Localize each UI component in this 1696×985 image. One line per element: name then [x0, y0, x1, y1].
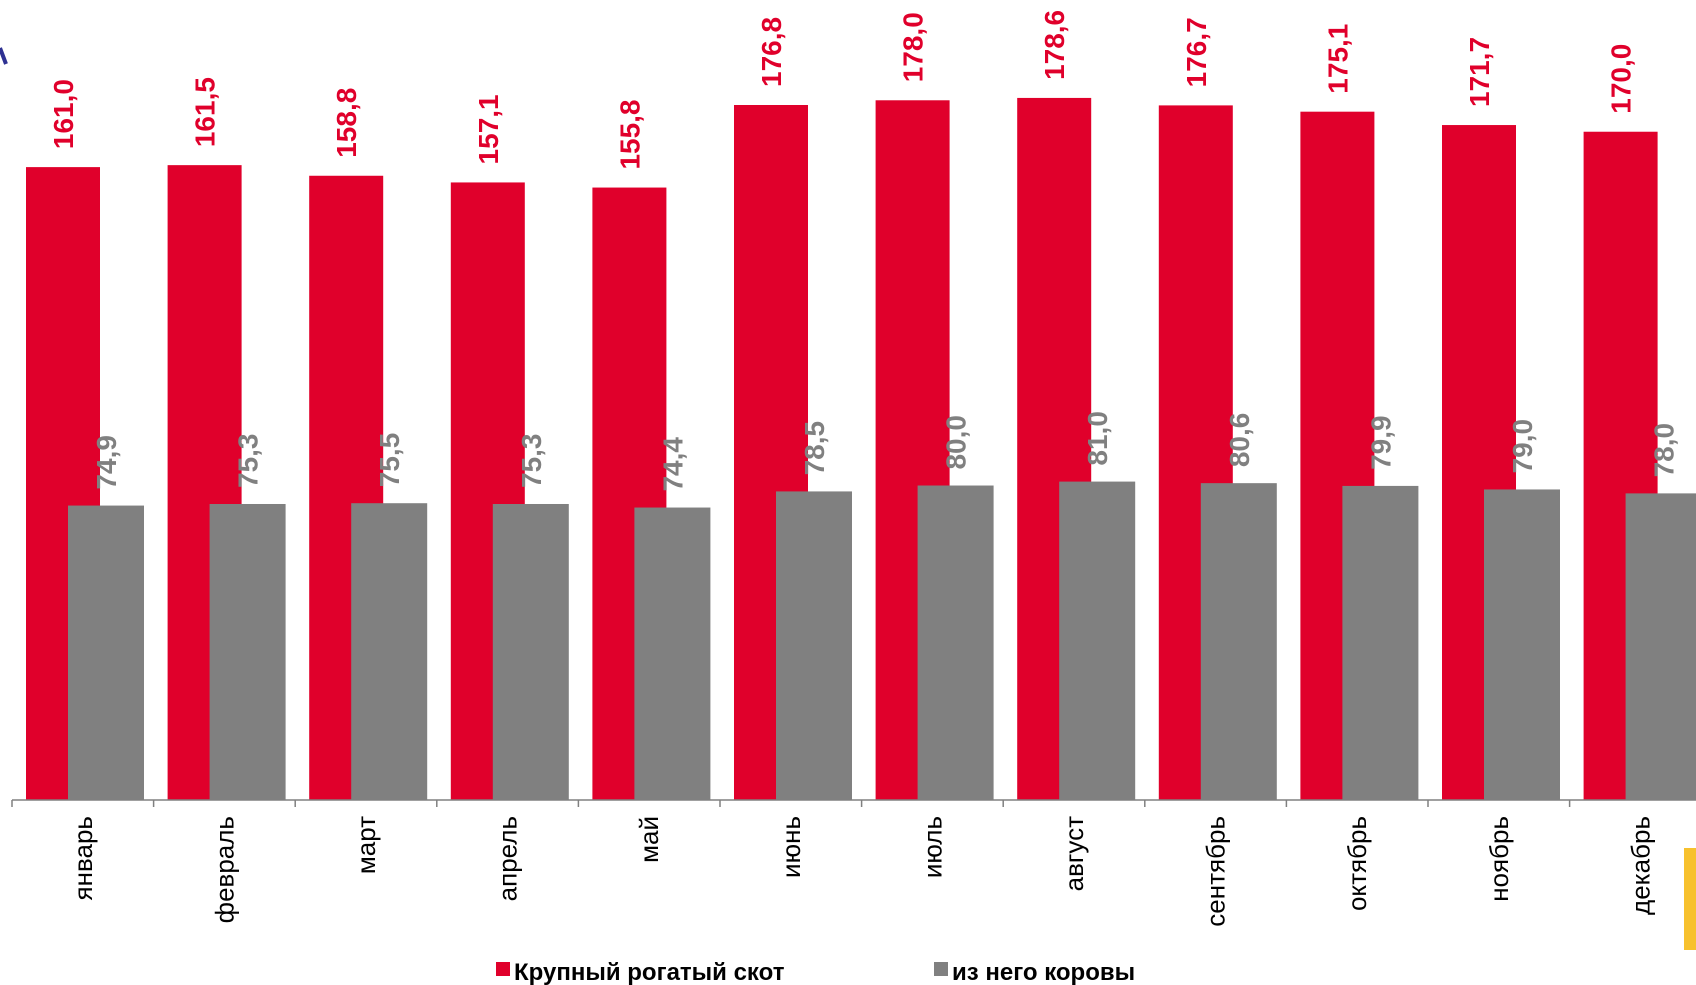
data-labels-layer: 161,0 74,9 161,5 75,3 158,8 75,5 157,1 75,3 155,… — [48, 10, 1680, 492]
data-label-cattle: 161,5 — [190, 77, 221, 147]
data-label-cows: 79,0 — [1507, 419, 1538, 474]
x-tick-label: ноябрь — [1484, 816, 1514, 902]
bar-cows — [68, 505, 144, 800]
data-label-cattle: 155,8 — [614, 99, 645, 169]
data-label-cattle: 170,0 — [1606, 44, 1637, 114]
x-tick-label: февраль — [209, 816, 239, 923]
x-axis: январь февраль март апрель май июнь июль август… — [11, 799, 1696, 927]
bar-cows — [1625, 493, 1696, 800]
x-tick-label: январь — [68, 816, 98, 900]
data-label-cows: 74,9 — [91, 435, 122, 490]
data-label-cows: 75,3 — [516, 433, 547, 488]
data-label-cows: 81,0 — [1082, 411, 1113, 466]
x-tick-label: декабрь — [1625, 816, 1655, 915]
x-tick-label: октябрь — [1342, 816, 1372, 911]
data-label-cattle: 157,1 — [473, 94, 504, 164]
bar-cows — [1200, 483, 1277, 800]
bar-cows — [351, 503, 428, 800]
corner-mark-icon — [0, 47, 8, 65]
data-label-cattle: 158,8 — [331, 88, 362, 158]
x-tick-label: апрель — [493, 816, 523, 901]
x-tick-label: август — [1059, 816, 1089, 891]
data-label-cows: 75,3 — [233, 433, 264, 488]
x-tick-label: июль — [917, 816, 947, 878]
data-label-cattle: 178,0 — [898, 12, 929, 82]
legend-swatch-cows — [934, 962, 948, 976]
legend-swatch-cattle — [496, 962, 510, 976]
x-tick-label: март — [351, 816, 381, 874]
yellow-edge-block — [1684, 848, 1696, 950]
data-label-cows: 79,9 — [1365, 415, 1396, 470]
bars-layer — [26, 97, 1696, 801]
bar-cows — [776, 491, 852, 800]
data-label-cattle: 161,0 — [48, 79, 79, 149]
data-label-cows: 80,0 — [941, 415, 972, 470]
data-label-cows: 75,5 — [374, 433, 405, 488]
data-label-cows: 78,5 — [799, 421, 830, 476]
data-label-cows: 74,4 — [657, 437, 688, 492]
data-label-cattle: 176,7 — [1181, 17, 1212, 87]
bar-cows — [1342, 485, 1419, 800]
data-label-cattle: 178,6 — [1039, 10, 1070, 80]
bar-cows — [492, 503, 569, 800]
data-label-cattle: 176,8 — [756, 17, 787, 87]
legend: Крупный рогатый скот из него коровы — [496, 959, 1135, 985]
decorations — [0, 47, 1696, 950]
bar-cows — [209, 503, 286, 800]
legend-label-cows: из него коровы — [952, 959, 1135, 985]
bar-cows — [634, 507, 711, 800]
bar-cows — [917, 485, 994, 800]
data-label-cattle: 175,1 — [1322, 24, 1353, 94]
bar-cows — [1059, 481, 1136, 800]
data-label-cattle: 171,7 — [1464, 37, 1495, 107]
legend-label-cattle: Крупный рогатый скот — [514, 959, 785, 985]
x-tick-label: сентябрь — [1201, 816, 1231, 927]
bar-cows — [1484, 489, 1560, 800]
x-tick-label: июнь — [776, 816, 806, 878]
data-label-cows: 80,6 — [1224, 413, 1255, 468]
x-tick-label: май — [634, 816, 664, 863]
data-label-cows: 78,0 — [1649, 423, 1680, 478]
